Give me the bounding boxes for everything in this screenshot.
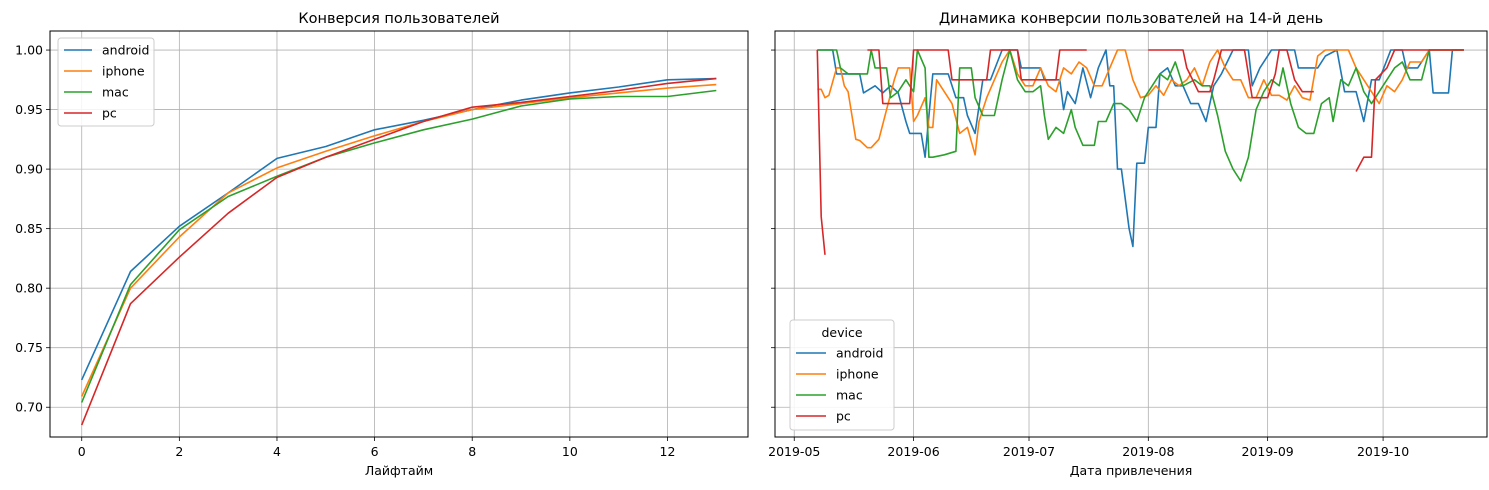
series-lines (816, 49, 1464, 255)
legend-box (57, 37, 155, 127)
series-line-iphone (817, 49, 1464, 156)
series-line-pc (816, 49, 1464, 255)
legend-label-android: android (102, 43, 149, 58)
legend-label-iphone: iphone (102, 64, 145, 79)
legend-title: device (821, 325, 862, 340)
axis-ticks: 2019-05 2019-06 2019-07 2019-08 2019-09 2019-… (768, 49, 1409, 459)
day14-conversion-chart: Динамика конверсии пользователей на 14-й… (768, 11, 1488, 478)
y-tick-label: 0.95 (15, 102, 43, 117)
grid (775, 31, 1487, 437)
legend: android iphone mac pc (57, 37, 155, 127)
y-tick-label: 0.70 (15, 400, 43, 415)
legend: device android iphone mac pc (789, 319, 895, 431)
y-tick-label: 0.90 (15, 162, 43, 177)
x-tick-label: 6 (371, 444, 379, 459)
y-tick-label: 0.85 (15, 221, 43, 236)
x-tick-label: 2019-05 (768, 444, 820, 459)
x-tick-label: 2 (175, 444, 183, 459)
series-line-pc (80, 77, 717, 426)
plot-frame (774, 30, 1488, 438)
legend-label-android: android (836, 346, 883, 361)
legend-label-mac: mac (836, 388, 863, 403)
x-axis-label: Дата привлечения (1070, 463, 1193, 478)
legend-label-pc: pc (102, 106, 117, 121)
chart-title: Конверсия пользователей (298, 11, 499, 27)
x-axis-label: Лайфтайм (365, 463, 433, 478)
axis-ticks: 0.70 0.75 0.80 0.85 0.90 0.95 1.00 0 2 4 6 8 10 12 (15, 43, 675, 459)
legend-label-pc: pc (836, 409, 851, 424)
y-tick-label: 1.00 (15, 43, 43, 58)
x-tick-label: 10 (562, 444, 578, 459)
series-line-android (80, 77, 717, 381)
series-line-iphone (80, 83, 717, 397)
legend-label-mac: mac (102, 85, 129, 100)
x-tick-label: 8 (468, 444, 476, 459)
y-tick-label: 0.80 (15, 281, 43, 296)
x-tick-label: 2019-09 (1242, 444, 1294, 459)
chart-title: Динамика конверсии пользователей на 14-й… (939, 11, 1323, 27)
x-tick-label: 12 (660, 444, 676, 459)
conversion-chart: Конверсия пользователей 0.70 0.75 0.80 0.85… (15, 11, 749, 478)
series-lines (80, 77, 717, 426)
y-tick-label: 0.75 (15, 340, 43, 355)
x-tick-label: 0 (78, 444, 86, 459)
legend-box (789, 319, 895, 431)
x-tick-label: 2019-08 (1122, 444, 1174, 459)
x-tick-label: 4 (273, 444, 281, 459)
x-tick-label: 2019-07 (1003, 444, 1055, 459)
x-tick-label: 2019-10 (1357, 444, 1409, 459)
x-tick-label: 2019-06 (887, 444, 939, 459)
plot-frame (49, 30, 749, 438)
series-line-mac (80, 89, 717, 403)
legend-label-iphone: iphone (836, 367, 879, 382)
series-line-mac (817, 49, 1464, 182)
series-line-android (817, 49, 1464, 248)
